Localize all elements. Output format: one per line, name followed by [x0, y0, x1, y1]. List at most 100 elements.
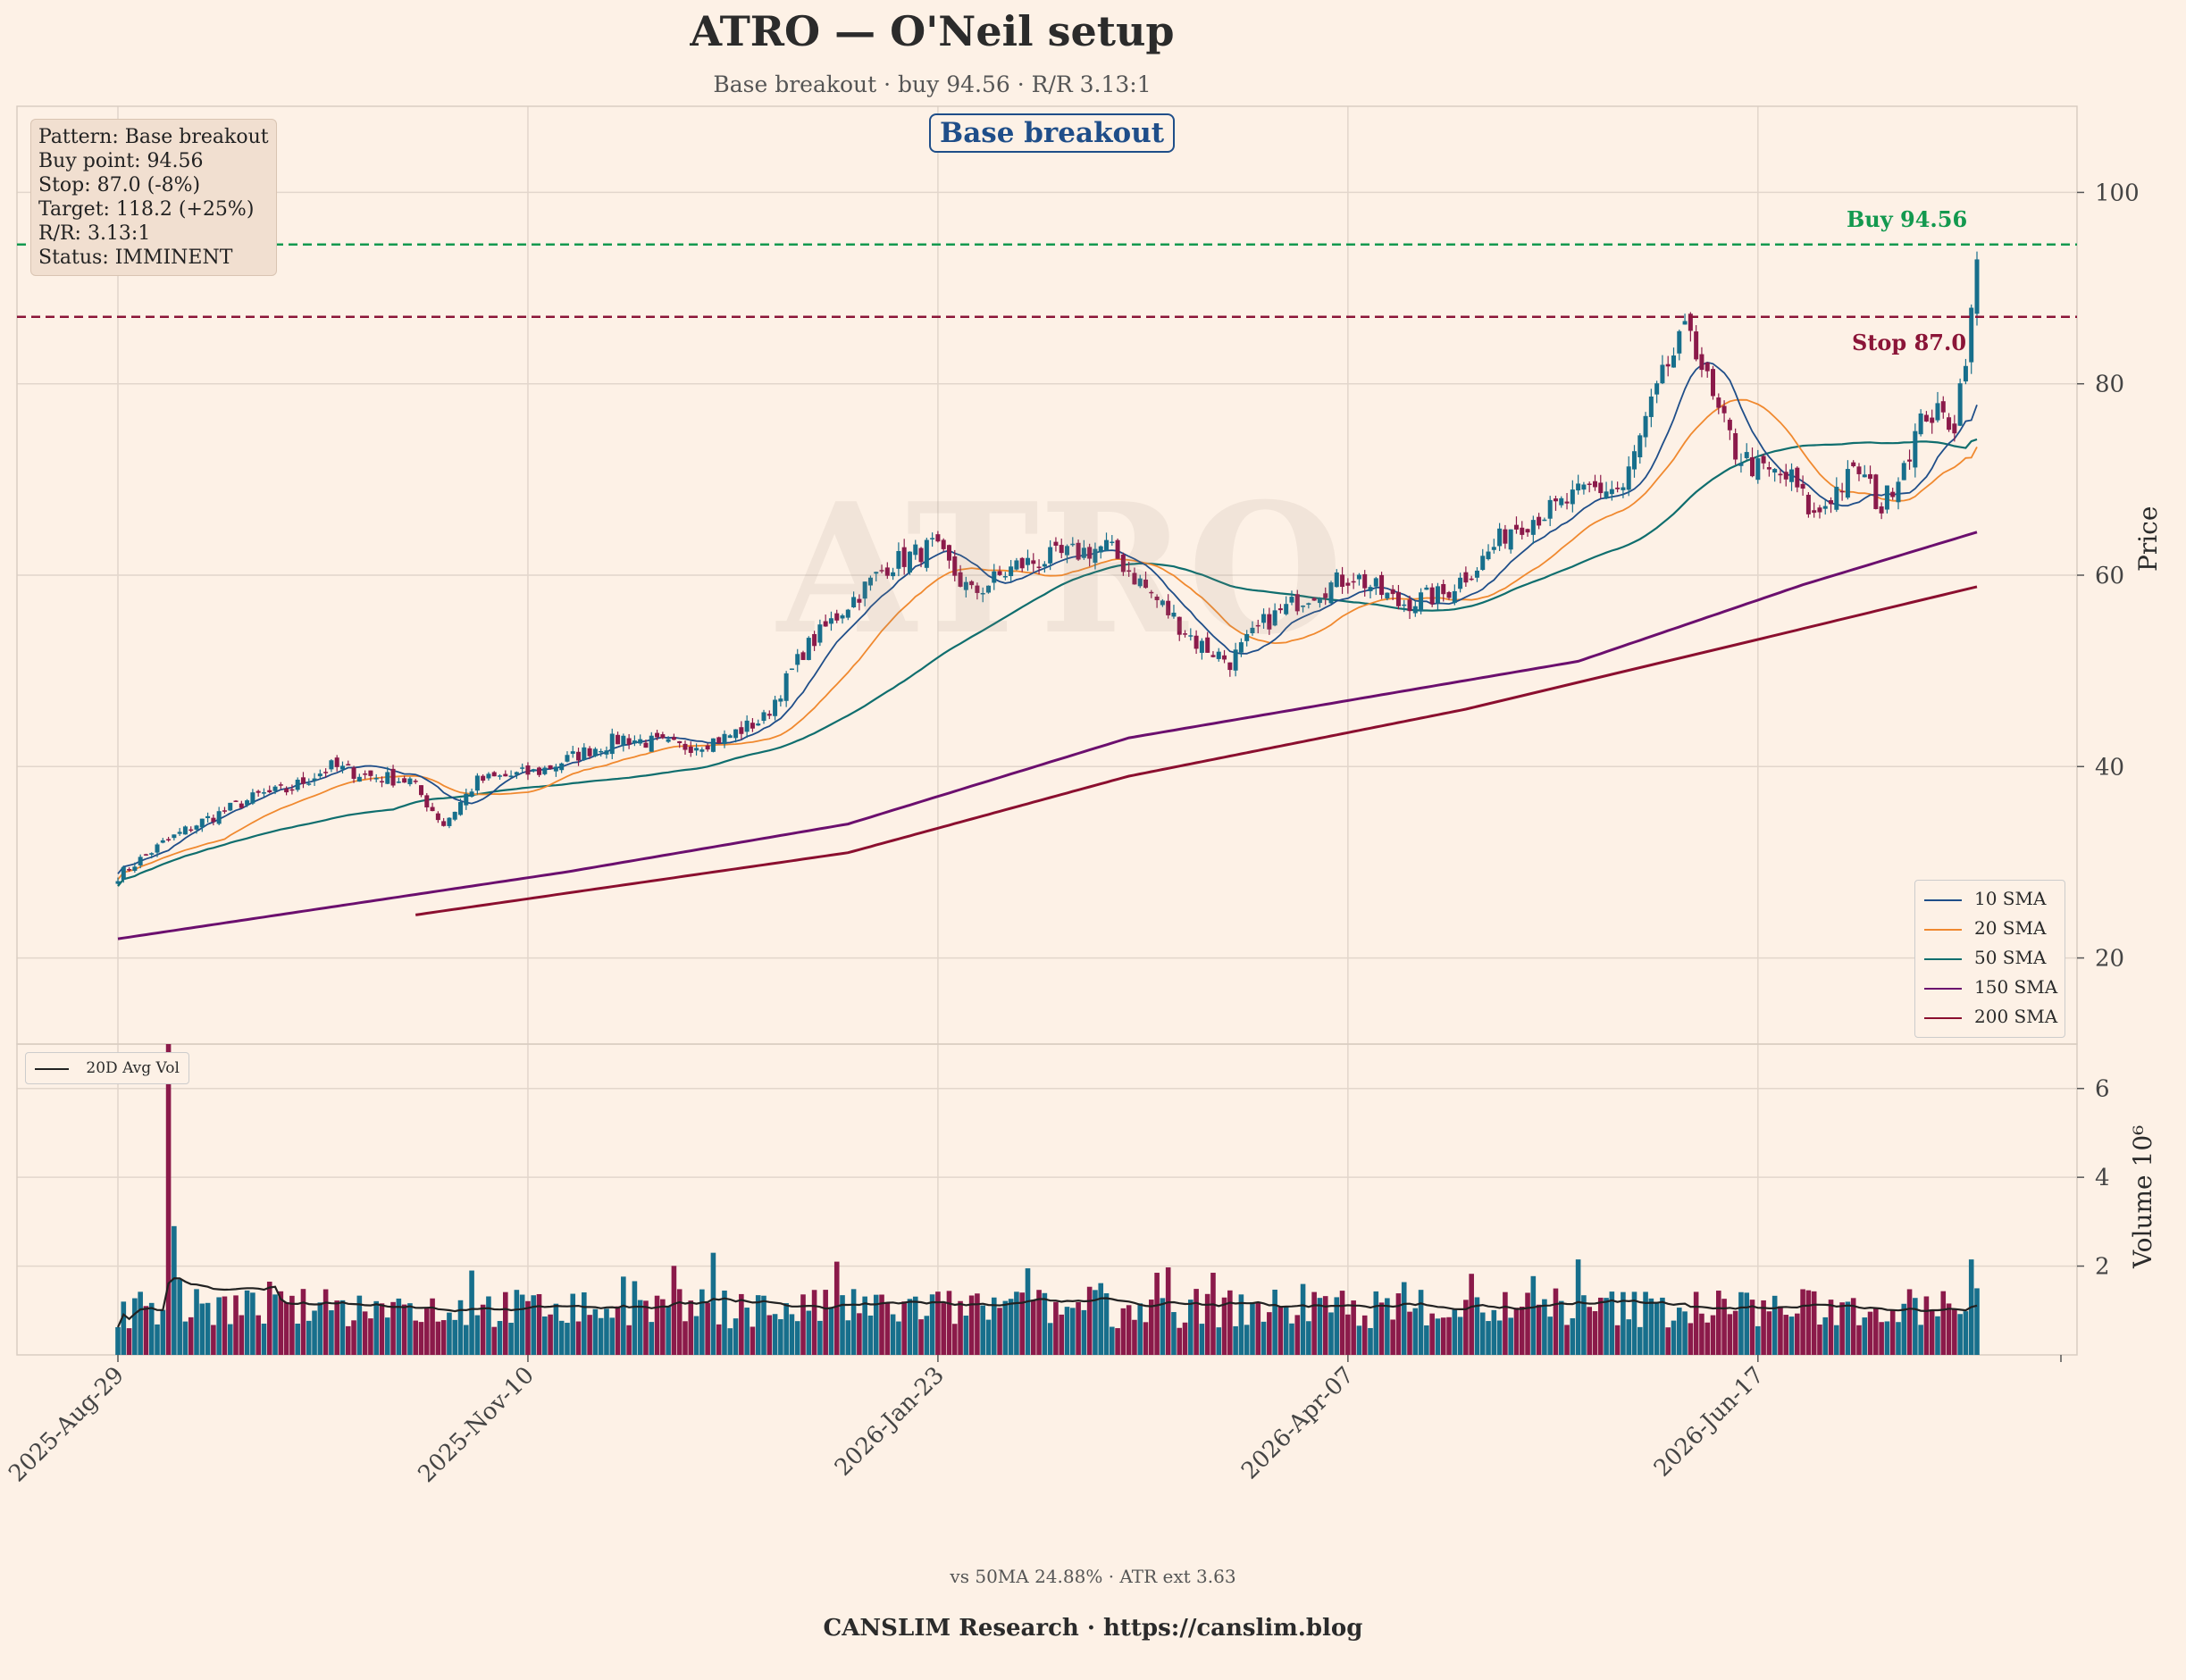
candle-body [710, 738, 716, 752]
candle-body [1205, 637, 1210, 653]
candle-body [115, 881, 121, 884]
candle-body [1272, 610, 1277, 626]
volume-bar [115, 1326, 121, 1355]
volume-bar [744, 1308, 750, 1355]
volume-bar [1244, 1325, 1250, 1355]
volume-bar [1030, 1300, 1036, 1355]
candle-body [1682, 321, 1688, 325]
candle-body [795, 654, 800, 665]
volume-bar [1901, 1303, 1907, 1355]
candle-body [1711, 369, 1716, 397]
candle-body [351, 767, 356, 779]
candle-body [1009, 566, 1014, 577]
volume-bar [1609, 1291, 1615, 1355]
candle-body [1429, 587, 1435, 605]
volume-bar [266, 1282, 272, 1355]
candle-body [1317, 598, 1322, 604]
volume-bar [1351, 1300, 1356, 1355]
candle-body [1210, 655, 1216, 657]
volume-bar [542, 1316, 548, 1355]
candle-body [891, 572, 896, 577]
volume-bar [1373, 1291, 1379, 1355]
volume-bar [733, 1318, 739, 1355]
candle-body [800, 652, 806, 660]
legend-item-sma20: 20 SMA [1924, 914, 2046, 943]
candle-body [1856, 466, 1862, 474]
volume-bar [1771, 1295, 1778, 1355]
candle-body [975, 585, 980, 593]
volume-bar [132, 1298, 138, 1355]
reference-lines [17, 243, 2077, 318]
volume-bar [1957, 1314, 1963, 1355]
volume-bar [705, 1302, 710, 1355]
candle-body [1166, 600, 1171, 615]
volume-bar [699, 1289, 705, 1355]
volume-bar [649, 1322, 655, 1355]
volume-bar [912, 1296, 918, 1355]
candle-body [1093, 548, 1098, 564]
volume-bar [789, 1314, 795, 1355]
candle-body [222, 810, 227, 812]
volume-bar [1120, 1308, 1127, 1355]
volume-bar [1429, 1313, 1435, 1355]
candle-body [295, 779, 300, 790]
candle-body [1868, 473, 1873, 480]
candle-body [1328, 582, 1334, 604]
candle-body [992, 571, 997, 583]
volume-bar [1783, 1315, 1789, 1355]
candle-body [452, 811, 457, 820]
candle-body [874, 572, 879, 574]
volume-bar [958, 1300, 963, 1355]
candle-body [481, 775, 486, 781]
candle-body [677, 740, 683, 744]
candle-body [1137, 578, 1143, 587]
volume-bar [1884, 1321, 1890, 1355]
candle-body [441, 821, 447, 826]
candle-body [1935, 403, 1940, 421]
volume-tick-label: 6 [2095, 1076, 2110, 1103]
candle-body [935, 534, 941, 542]
volume-bar [1204, 1293, 1210, 1355]
volume-bar [1143, 1322, 1149, 1355]
candle-body [1817, 507, 1822, 513]
candle-body [1110, 541, 1115, 544]
candle-body [958, 572, 963, 587]
candle-body [469, 791, 474, 798]
volume-bar [1356, 1325, 1362, 1355]
volume-bar [615, 1306, 621, 1355]
volume-bar [194, 1289, 199, 1355]
candle-body [1530, 520, 1536, 535]
volume-bar [890, 1314, 896, 1355]
volume-bar [666, 1306, 671, 1355]
candle-body [587, 748, 592, 756]
volume-bar [452, 1319, 458, 1355]
candle-body [385, 772, 390, 784]
candle-body [1822, 506, 1828, 509]
volume-bar [379, 1303, 385, 1355]
volume-bar [1626, 1319, 1632, 1355]
volume-bar [750, 1326, 756, 1355]
candle-body [1412, 606, 1418, 614]
volume-bar [1604, 1298, 1609, 1355]
candle-body [756, 723, 761, 726]
volume-bar [1564, 1325, 1570, 1355]
candle-body [1250, 627, 1255, 634]
volume-bar [632, 1281, 638, 1355]
candle-body [1862, 474, 1867, 478]
candle-body [1373, 578, 1378, 587]
volume-bar [368, 1318, 373, 1355]
candle-body [121, 866, 126, 880]
volume-bar [575, 1321, 582, 1355]
candle-body [1592, 481, 1597, 488]
candle-body [503, 773, 508, 777]
candle-body [1227, 662, 1233, 671]
candle-body [250, 792, 255, 804]
legend-label: 20 SMA [1974, 917, 2047, 939]
volume-bar [244, 1290, 250, 1355]
volume-average-path [116, 1277, 1978, 1328]
candle-body [857, 598, 862, 603]
candle-body [941, 539, 946, 549]
volume-bar [1744, 1292, 1750, 1355]
volume-bar [755, 1295, 761, 1355]
info-stop: Stop: 87.0 (-8%) [38, 174, 201, 196]
